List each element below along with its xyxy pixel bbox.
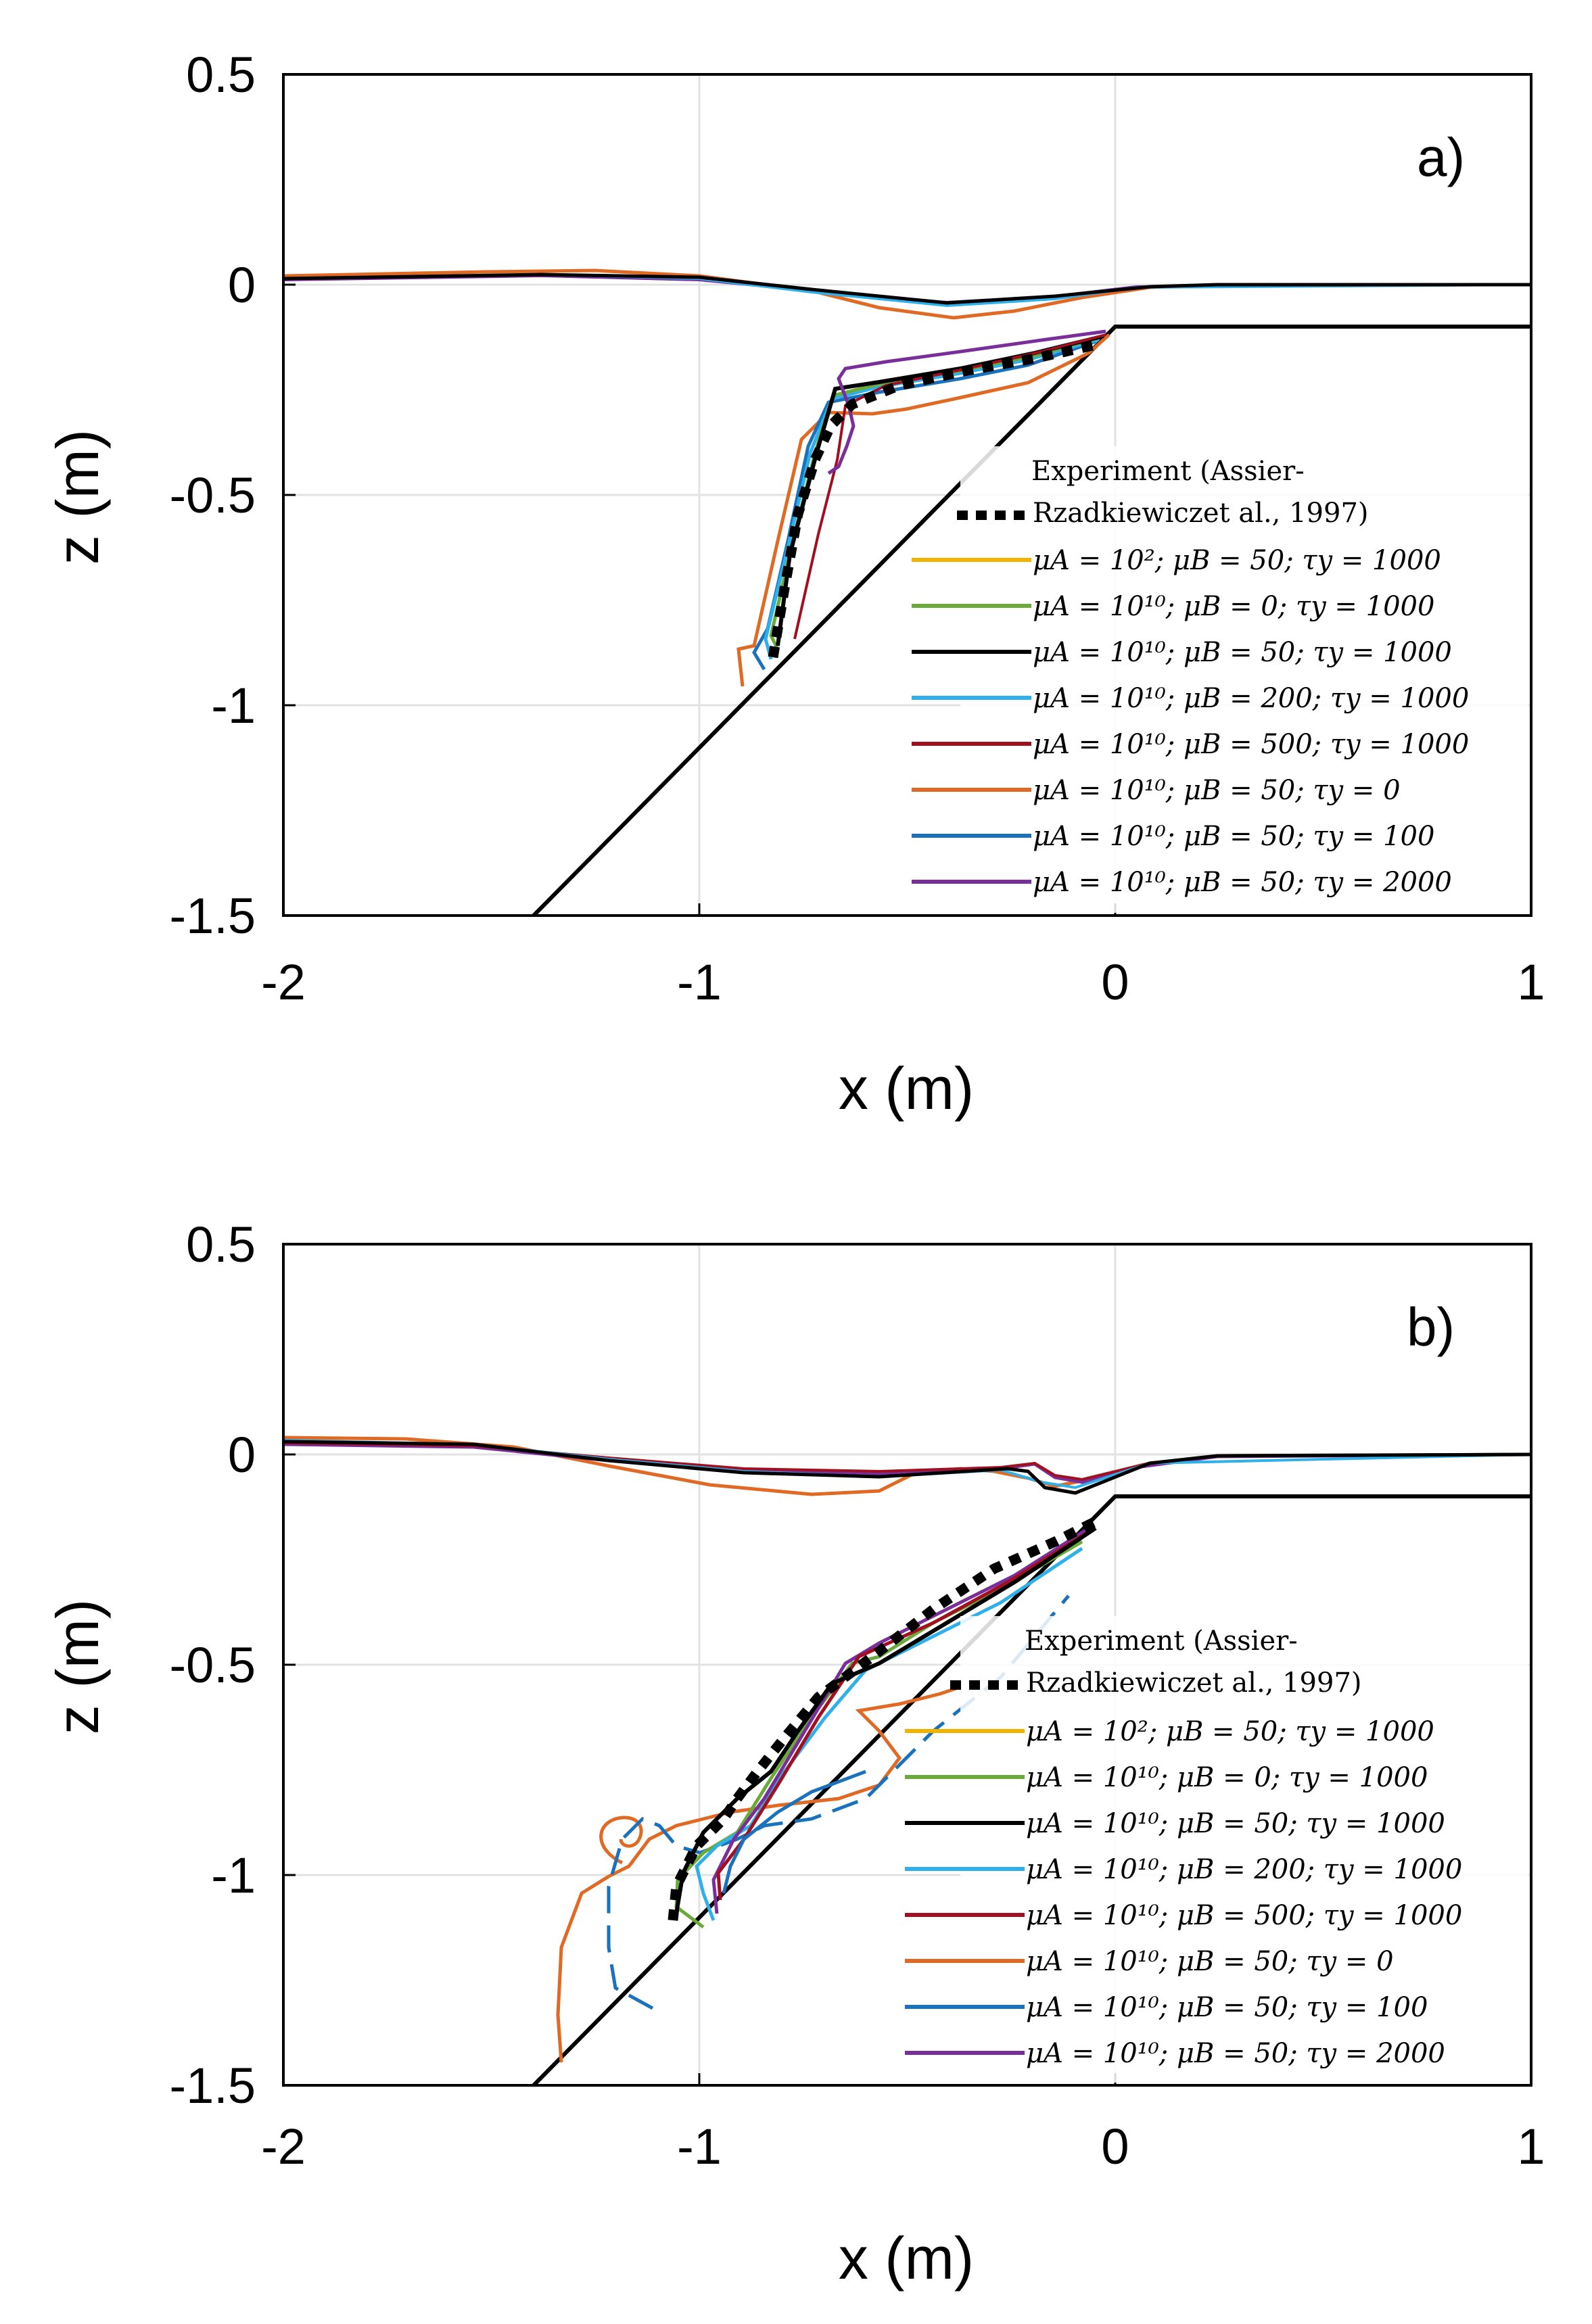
slide-series-b-blue [607,1594,1070,2010]
legend-label-b: μA = 10¹⁰; μB = 500; τy = 1000 [1026,1900,1462,1931]
ytick-label-b: 0 [228,1427,256,1483]
legend-a: Experiment (Assier- Rzadkiewiczet al., 1… [912,446,1528,913]
slide-series-b-blue-lower [722,1770,866,1894]
legend-entry-a: μA = 10¹⁰; μB = 0; τy = 1000 [912,591,1434,622]
legend-label-b: μA = 10¹⁰; μB = 200; τy = 1000 [1026,1854,1462,1885]
legend-entry-a: μA = 10¹⁰; μB = 500; τy = 1000 [912,729,1469,760]
legend-label-a: μA = 10¹⁰; μB = 50; τy = 1000 [1033,637,1452,668]
legend-label-a: Experiment (Assier- [1031,456,1305,487]
legend-label-b: Rzadkiewiczet al., 1997) [1026,1667,1362,1699]
surface-series-b-black [283,1440,1531,1495]
legend-label-a: μA = 10¹⁰; μB = 0; τy = 1000 [1033,591,1434,622]
xtick-label-b: 0 [1101,2118,1129,2175]
legend-entry-b: μA = 10¹⁰; μB = 500; τy = 1000 [905,1900,1462,1931]
legend-label-a: μA = 10¹⁰; μB = 50; τy = 2000 [1033,867,1452,898]
legend-label-a: μA = 10²; μB = 50; τy = 1000 [1033,545,1441,576]
legend-label-b: μA = 10²; μB = 50; τy = 1000 [1026,1716,1434,1747]
legend-bg-a [960,446,1528,913]
legend-label-b: μA = 10¹⁰; μB = 50; τy = 1000 [1026,1808,1445,1839]
slide-series-b-orange-spiral [599,1816,643,1865]
ytick-label-a: -0.5 [169,467,256,523]
experiment-series-b [668,1517,1098,1921]
xtick-label-b: 1 [1517,2118,1545,2175]
legend-entry-a: μA = 10¹⁰; μB = 50; τy = 100 [912,821,1434,852]
legend-b: Experiment (Assier- Rzadkiewiczet al., 1… [905,1616,1528,2083]
legend-label-a: μA = 10¹⁰; μB = 50; τy = 100 [1033,821,1434,852]
legend-label-b: μA = 10¹⁰; μB = 50; τy = 0 [1026,1946,1394,1977]
legend-label-a: μA = 10¹⁰; μB = 500; τy = 1000 [1033,729,1469,760]
bathymetry-line-b [532,1494,1531,2085]
legend-entry-b: μA = 10¹⁰; μB = 200; τy = 1000 [905,1854,1462,1885]
panel-label-b: b) [1407,1297,1455,1357]
legend-label-b: μA = 10¹⁰; μB = 0; τy = 1000 [1026,1762,1428,1793]
legend-bg-b [960,1616,1528,2083]
ytick-label-b: -0.5 [169,1637,256,1693]
legend-label-b: μA = 10¹⁰; μB = 50; τy = 2000 [1026,2038,1445,2069]
y-axis-label-b: z (m) [44,1599,111,1734]
slide-series-a-purple [827,329,1106,475]
legend-entry-b: μA = 10¹⁰; μB = 50; τy = 1000 [905,1808,1445,1839]
ytick-label-b: -1 [211,1847,256,1903]
slide-series-a-blue [752,339,1096,671]
legend-entry-b: μA = 10¹⁰; μB = 50; τy = 100 [905,1992,1428,2023]
legend-entry-a: μA = 10¹⁰; μB = 200; τy = 1000 [912,683,1469,714]
legend-entry-a: μA = 10¹⁰; μB = 50; τy = 2000 [912,867,1452,898]
xtick-label-b: -1 [677,2118,722,2175]
slide-series-b-purple [711,1526,1090,1914]
ytick-label-a: 0 [228,257,256,313]
legend-label-a: μA = 10¹⁰; μB = 200; τy = 1000 [1033,683,1469,714]
legend-entry-b: μA = 10¹⁰; μB = 50; τy = 0 [905,1946,1394,1977]
ytick-label-a: -1 [211,678,256,734]
slide-series-b-red [716,1529,1090,1901]
legend-entry-a: μA = 10¹⁰; μB = 50; τy = 1000 [912,637,1452,668]
legend-label-a: Rzadkiewiczet al., 1997) [1033,498,1369,529]
xtick-label-a: 0 [1101,954,1129,1010]
surface-series-a-black [283,272,1531,305]
panel-label-a: a) [1417,127,1465,187]
legend-entry-a: μA = 10¹⁰; μB = 50; τy = 0 [912,775,1401,806]
legend-entry-b: μA = 10¹⁰; μB = 0; τy = 1000 [905,1762,1428,1793]
ytick-label-a: 0.5 [186,47,256,103]
x-axis-label-a: x (m) [839,1055,974,1122]
x-axis-label-b: x (m) [839,2225,974,2292]
xtick-label-a: -2 [261,954,306,1010]
legend-label-b: μA = 10¹⁰; μB = 50; τy = 100 [1026,1992,1428,2023]
legend-entry-a: μA = 10²; μB = 50; τy = 1000 [912,545,1441,576]
experiment-series-a [768,339,1097,659]
xtick-label-a: 1 [1517,954,1545,1010]
panel-a: -2 -1 0 1 0.5 0 -0.5 -1 -1.5 x (m) z (m)… [44,47,1545,1122]
ytick-label-a: -1.5 [169,888,256,944]
legend-label-a: μA = 10¹⁰; μB = 50; τy = 0 [1033,775,1401,806]
ytick-label-b: -1.5 [169,2058,256,2114]
xtick-label-a: -1 [677,954,722,1010]
legend-entry-b: μA = 10²; μB = 50; τy = 1000 [905,1716,1434,1747]
ytick-label-b: 0.5 [186,1216,256,1273]
slide-series-b-black [674,1526,1097,1914]
panel-b: -2 -1 0 1 0.5 0 -0.5 -1 -1.5 x (m) z (m)… [44,1216,1545,2292]
y-axis-label-a: z (m) [44,429,111,565]
legend-label-b: Experiment (Assier- [1025,1626,1298,1657]
xtick-label-b: -2 [261,2118,306,2175]
bathymetry-line-a [532,325,1531,916]
legend-entry-b: μA = 10¹⁰; μB = 50; τy = 2000 [905,2038,1445,2069]
